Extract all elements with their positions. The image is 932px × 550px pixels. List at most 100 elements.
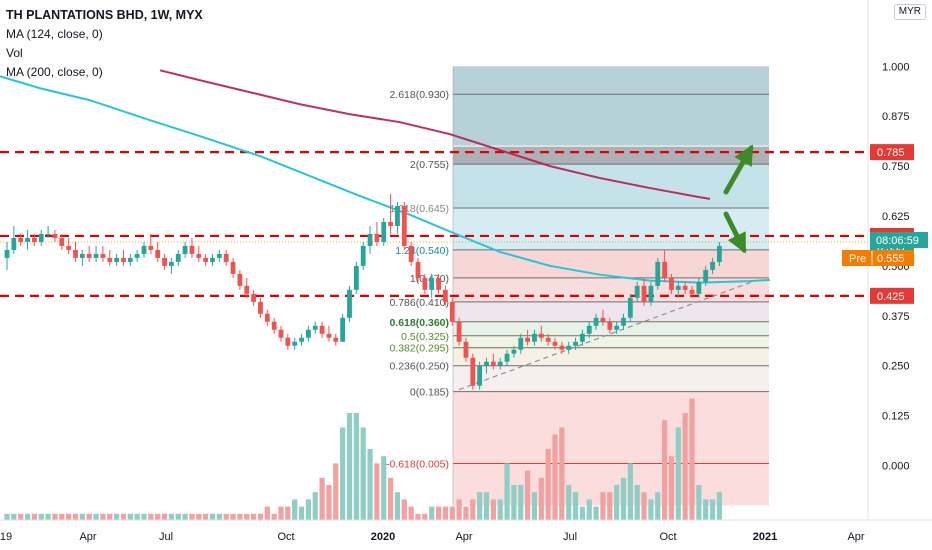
x-tick-label: Jul bbox=[563, 531, 577, 543]
candle-body bbox=[347, 289, 352, 318]
candle-body bbox=[59, 237, 65, 246]
volume-bar bbox=[566, 485, 572, 521]
candle-body bbox=[559, 345, 565, 350]
candle bbox=[689, 285, 695, 298]
candle bbox=[470, 353, 476, 390]
candle-body bbox=[621, 317, 626, 326]
candle bbox=[518, 333, 524, 354]
volume-bar bbox=[257, 513, 264, 521]
candle bbox=[73, 241, 78, 262]
candle-body bbox=[319, 325, 325, 334]
candle bbox=[634, 281, 640, 302]
volume-bar bbox=[127, 513, 133, 521]
candle-body bbox=[100, 253, 106, 258]
candle-body bbox=[429, 277, 435, 290]
candle bbox=[717, 241, 722, 266]
candle-body bbox=[388, 221, 393, 226]
x-tick-label: Oct bbox=[659, 531, 676, 543]
candle-body bbox=[299, 337, 304, 342]
x-tick-label: Jul bbox=[159, 531, 173, 543]
candle bbox=[456, 317, 462, 346]
volume-bar bbox=[31, 513, 37, 521]
x-tick-label: 19 bbox=[0, 531, 12, 543]
volume-bar bbox=[244, 513, 250, 521]
candle-body bbox=[525, 337, 530, 342]
y-tick-label: 0.375 bbox=[882, 311, 910, 323]
ma200-line bbox=[159, 69, 711, 200]
volume-bar bbox=[264, 506, 270, 521]
candle bbox=[264, 309, 270, 326]
candle bbox=[669, 273, 674, 294]
candle bbox=[477, 361, 483, 390]
candle-body bbox=[470, 357, 476, 386]
candle bbox=[38, 229, 44, 246]
candle-body bbox=[326, 333, 332, 338]
level-tag-bg bbox=[870, 144, 914, 161]
candle bbox=[662, 249, 667, 282]
candle bbox=[641, 277, 647, 306]
candle bbox=[251, 289, 256, 306]
volume-bar bbox=[360, 427, 366, 521]
candle-body bbox=[463, 341, 469, 358]
candle bbox=[511, 345, 517, 358]
candle bbox=[675, 281, 681, 298]
forecast-arrows bbox=[723, 144, 754, 254]
candle bbox=[141, 241, 147, 258]
fib-zones bbox=[453, 66, 769, 506]
candle-body bbox=[504, 353, 510, 362]
candle bbox=[237, 269, 243, 290]
fib-level-label: 0.382(0.295) bbox=[389, 343, 449, 355]
volume-bar bbox=[79, 513, 85, 521]
candle bbox=[11, 225, 17, 254]
candle bbox=[614, 321, 620, 334]
volume-bar bbox=[442, 506, 448, 521]
candle bbox=[504, 349, 510, 366]
candle-body bbox=[107, 257, 113, 262]
candle-body bbox=[353, 265, 359, 290]
candle-body bbox=[66, 245, 72, 250]
volume-bar bbox=[86, 513, 92, 521]
candle bbox=[114, 253, 119, 266]
candle-body bbox=[566, 345, 572, 350]
candle bbox=[210, 253, 215, 266]
candle bbox=[552, 337, 558, 350]
volume-bar bbox=[120, 513, 127, 521]
volume-bar bbox=[381, 456, 387, 521]
pre-market-tag: Pre 0.555 bbox=[842, 250, 914, 266]
arrow-head bbox=[727, 231, 746, 254]
candle bbox=[340, 313, 346, 342]
volume-bar bbox=[168, 513, 174, 521]
candle bbox=[18, 233, 24, 246]
currency-button[interactable]: MYR bbox=[893, 4, 926, 20]
x-tick-label: Apr bbox=[455, 531, 472, 543]
volume-bar bbox=[435, 506, 442, 521]
volume-bar bbox=[175, 513, 181, 521]
candle bbox=[497, 357, 503, 370]
x-tick-label: Apr bbox=[79, 531, 96, 543]
volume-bar bbox=[196, 513, 202, 521]
y-tick-label: 0.250 bbox=[882, 361, 910, 373]
volume-bar bbox=[586, 499, 592, 521]
volume-bar bbox=[18, 513, 24, 521]
volume-bar bbox=[11, 513, 17, 521]
candle-body bbox=[497, 361, 503, 366]
volume-bar bbox=[114, 513, 120, 521]
volume-bar bbox=[470, 499, 476, 521]
candle-body bbox=[175, 253, 181, 262]
countdown-tag: 08:06:59 bbox=[870, 232, 928, 248]
candle-body bbox=[696, 281, 702, 294]
candle-body bbox=[374, 233, 380, 242]
candle-body bbox=[216, 253, 222, 258]
candle-body bbox=[456, 321, 462, 342]
candle bbox=[127, 253, 133, 266]
candle bbox=[429, 273, 435, 298]
candle-body bbox=[518, 337, 524, 350]
fib-level-label: 2.618(0.930) bbox=[389, 89, 449, 101]
volume-bar bbox=[333, 463, 339, 521]
candle-body bbox=[312, 325, 318, 330]
volume-bar bbox=[614, 485, 620, 521]
candle bbox=[545, 333, 551, 346]
candle bbox=[216, 249, 222, 262]
fib-zone bbox=[453, 66, 769, 147]
